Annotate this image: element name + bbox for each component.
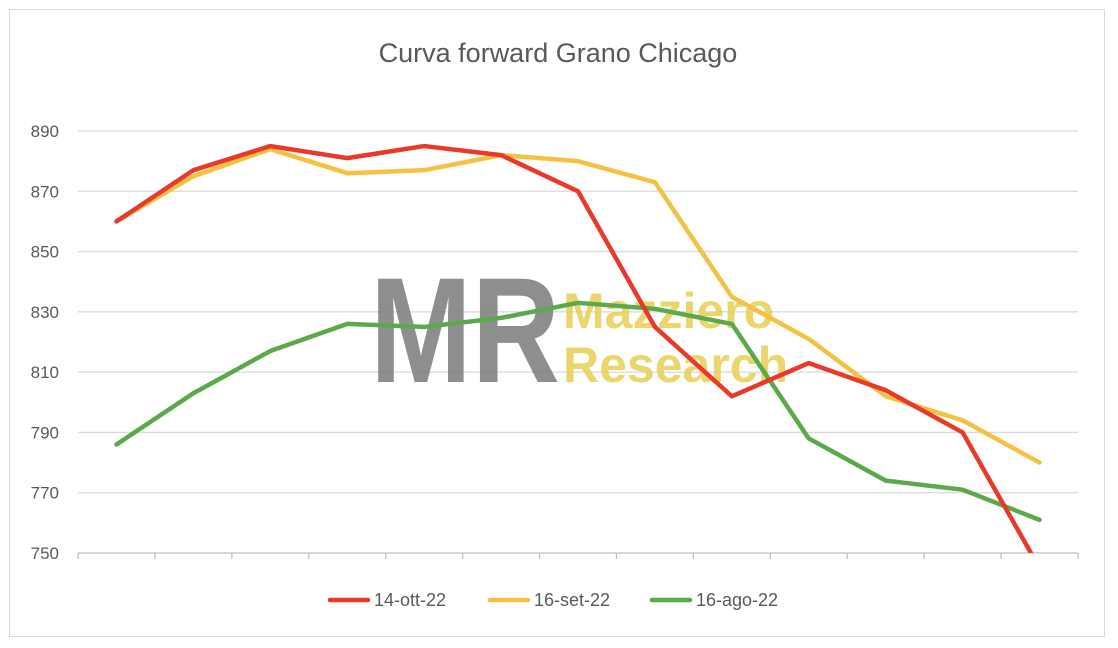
y-tick-label: 810 bbox=[31, 363, 59, 382]
series-layer bbox=[114, 143, 1042, 553]
legend: 14-ott-22 16-set-22 16-ago-22 bbox=[327, 590, 778, 610]
y-tick-label: 750 bbox=[31, 544, 59, 563]
x-axis bbox=[77, 552, 1079, 559]
y-tick-label: 850 bbox=[31, 243, 59, 262]
chart-svg: Curva forward Grano Chicago 750 770 790 810… bbox=[31, 38, 1079, 610]
chart-frame: Curva forward Grano Chicago 750 770 790 810… bbox=[9, 9, 1105, 637]
series-line-16-ago-22 bbox=[114, 300, 1042, 523]
watermark-logo-text: MR bbox=[370, 246, 560, 414]
chart-title: Curva forward Grano Chicago bbox=[379, 38, 738, 68]
watermark-logo: MR Mazziero Research bbox=[370, 246, 788, 414]
legend-label: 14-ott-22 bbox=[374, 590, 446, 610]
y-tick-labels: 750 770 790 810 830 850 870 890 bbox=[31, 122, 59, 563]
series-line-16-set-22 bbox=[114, 146, 1042, 465]
series-line-14-ott-22 bbox=[114, 143, 1034, 553]
legend-label: 16-set-22 bbox=[534, 590, 610, 610]
y-tick-label: 790 bbox=[31, 423, 59, 442]
y-tick-label: 830 bbox=[31, 303, 59, 322]
y-tick-label: 890 bbox=[31, 122, 59, 141]
y-tick-label: 870 bbox=[31, 182, 59, 201]
y-tick-label: 770 bbox=[31, 484, 59, 503]
legend-label: 16-ago-22 bbox=[696, 590, 778, 610]
